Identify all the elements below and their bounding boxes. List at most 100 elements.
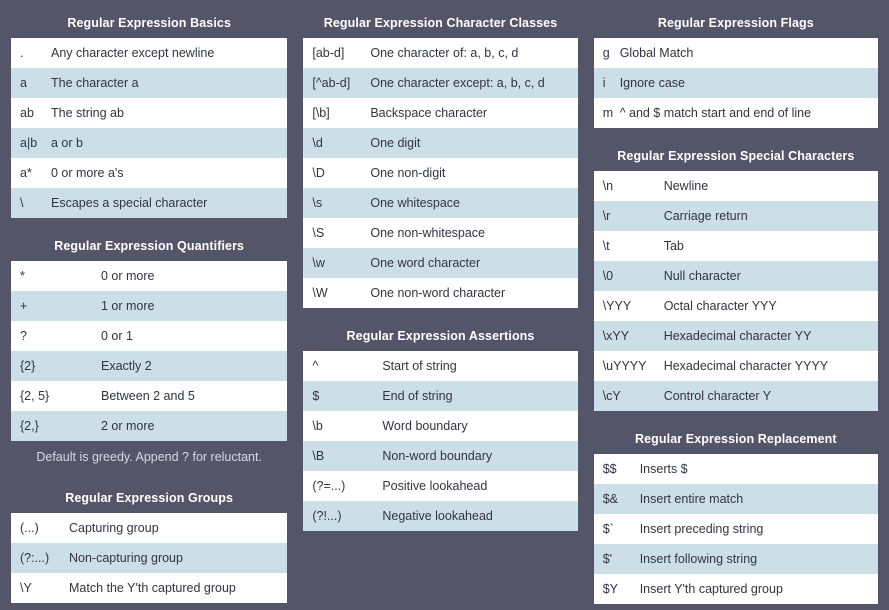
table-row: \0 Null character <box>593 261 878 291</box>
table-row: $' Insert following string <box>593 544 878 574</box>
row-description: Escapes a special character <box>51 196 208 210</box>
row-syntax: \s <box>312 196 323 210</box>
table-row: \ Escapes a special character <box>11 188 288 218</box>
row-description: Any character except newline <box>51 46 215 60</box>
row-syntax: \n <box>602 179 614 193</box>
table-row: ? 0 or 1 <box>11 321 288 351</box>
table-row: [^ab-d] One character except: a, b, c, d <box>303 68 578 98</box>
row-syntax: . <box>20 46 24 60</box>
card-regex-basics: Regular Expression Basics. Any character … <box>8 8 291 221</box>
card-title: Regular Expression Quantifiers <box>54 239 245 253</box>
table-row: $$ Inserts $ <box>593 454 878 484</box>
card-regex-groups: Regular Expression Groups (...) Capturing … <box>8 483 291 606</box>
row-syntax: \xYY <box>602 329 630 343</box>
row-syntax: (...) <box>20 521 39 535</box>
row-description: Match the Y'th captured group <box>69 581 236 595</box>
row-syntax: {2,} <box>20 419 39 433</box>
row-syntax: {2} <box>20 359 36 373</box>
row-description: Insert following string <box>639 552 758 566</box>
card-regex-special-characters: Regular Expression Special Characters \n N… <box>590 141 881 414</box>
row-syntax: {2, 5} <box>20 389 50 403</box>
table-row: {2} Exactly 2 <box>11 351 288 381</box>
card-regex-assertions: Regular Expression Assertions ^ Start of s… <box>300 321 581 534</box>
table-row: (?:...) Non-capturing group <box>11 543 288 573</box>
table-row: ^ Start of string <box>303 351 578 381</box>
row-description: Backspace character <box>370 106 488 120</box>
row-description: a or b <box>51 136 83 150</box>
row-description: Word boundary <box>382 419 468 433</box>
row-syntax: $' <box>602 552 613 566</box>
table-row: +1 or more <box>11 291 288 321</box>
row-syntax: \cY <box>602 389 621 403</box>
row-description: 1 or more <box>101 299 155 313</box>
row-description: 2 or more <box>101 419 155 433</box>
row-syntax: [ab-d] <box>312 46 345 60</box>
table-row: \b Word boundary <box>303 411 578 441</box>
card-regex-character-classes: Regular Expression Character Classes [ab-… <box>300 8 581 311</box>
row-syntax: a* <box>20 166 32 180</box>
table-row: $& Insert entire match <box>593 484 878 514</box>
row-description: 0 or more a's <box>51 166 124 180</box>
row-syntax: $ <box>312 389 320 403</box>
row-description: 0 or 1 <box>101 329 133 343</box>
row-description: Between 2 and 5 <box>101 389 195 403</box>
row-syntax: ? <box>20 329 27 343</box>
card-body: (...) Capturing group (?:...) Non-capturing… <box>11 513 288 603</box>
card-title: Regular Expression Flags <box>657 16 814 30</box>
table-row: $ End of string <box>303 381 578 411</box>
row-description: 0 or more <box>101 269 155 283</box>
row-description: One character except: a, b, c, d <box>370 76 545 90</box>
row-syntax: \B <box>312 449 325 463</box>
row-syntax: * <box>20 269 25 283</box>
row-syntax: ^ <box>312 359 319 373</box>
table-row: [\b] Backspace character <box>303 98 578 128</box>
row-description: Negative lookahead <box>382 509 493 523</box>
table-row: \s One whitespace <box>303 188 578 218</box>
card-title: Regular Expression Character Classes <box>323 16 558 30</box>
table-row: . Any character except newline <box>11 38 288 68</box>
row-description: Start of string <box>382 359 457 373</box>
table-row: a The character a <box>11 68 288 98</box>
card-title: Regular Expression Groups <box>65 491 234 505</box>
row-syntax: \Y <box>20 581 32 595</box>
table-row: \t Tab <box>593 231 878 261</box>
card-body: ^ Start of string $ End of string \b Word bou… <box>303 351 578 531</box>
table-row: \d One digit <box>303 128 578 158</box>
card-body: \n Newline \r Carriage return \t Tab \0 Null ch… <box>593 171 878 411</box>
row-description: Carriage return <box>663 209 748 223</box>
row-description: Non-word boundary <box>382 449 493 463</box>
row-syntax: $` <box>602 522 614 536</box>
row-syntax: \d <box>312 136 323 150</box>
row-description: One word character <box>370 256 481 270</box>
card-footer-note: Default is greedy. Append ? for reluctan… <box>36 450 262 464</box>
row-syntax: a <box>20 76 27 90</box>
row-description: Tab <box>663 239 684 253</box>
row-description: Hexadecimal character YYYY <box>663 359 829 373</box>
card-title: Regular Expression Replacement <box>635 432 837 446</box>
table-row: \YYY Octal character YYY <box>593 291 878 321</box>
row-description: One digit <box>370 136 421 150</box>
table-row: {2,} 2 or more <box>11 411 288 441</box>
row-syntax: \ <box>20 196 24 210</box>
row-syntax: \S <box>312 226 325 240</box>
column-middle: Regular Expression Character Classes [ab-… <box>300 8 581 534</box>
row-description: Exactly 2 <box>101 359 152 373</box>
row-description: Global Match <box>619 46 694 60</box>
row-description: End of string <box>382 389 453 403</box>
row-description: Insert Y'th captured group <box>639 582 783 596</box>
row-syntax: [^ab-d] <box>312 76 351 90</box>
row-description: One whitespace <box>370 196 460 210</box>
table-row: \cY Control character Y <box>593 381 878 411</box>
table-row: \W One non-word character <box>303 278 578 308</box>
column-right: Regular Expression Flags g Global Match i Ig… <box>590 8 881 607</box>
table-row: [ab-d] One character of: a, b, c, d <box>303 38 578 68</box>
row-syntax: [\b] <box>312 106 330 120</box>
table-row: (...) Capturing group <box>11 513 288 543</box>
table-row: \B Non-word boundary <box>303 441 578 471</box>
card-body: g Global Match i Ignore case m ^ and $ match … <box>593 38 878 128</box>
row-syntax: (?:...) <box>20 551 50 565</box>
row-syntax: \t <box>602 239 610 253</box>
table-row: {2, 5} Between 2 and 5 <box>11 381 288 411</box>
card-regex-flags: Regular Expression Flags g Global Match i Ig… <box>590 8 881 131</box>
